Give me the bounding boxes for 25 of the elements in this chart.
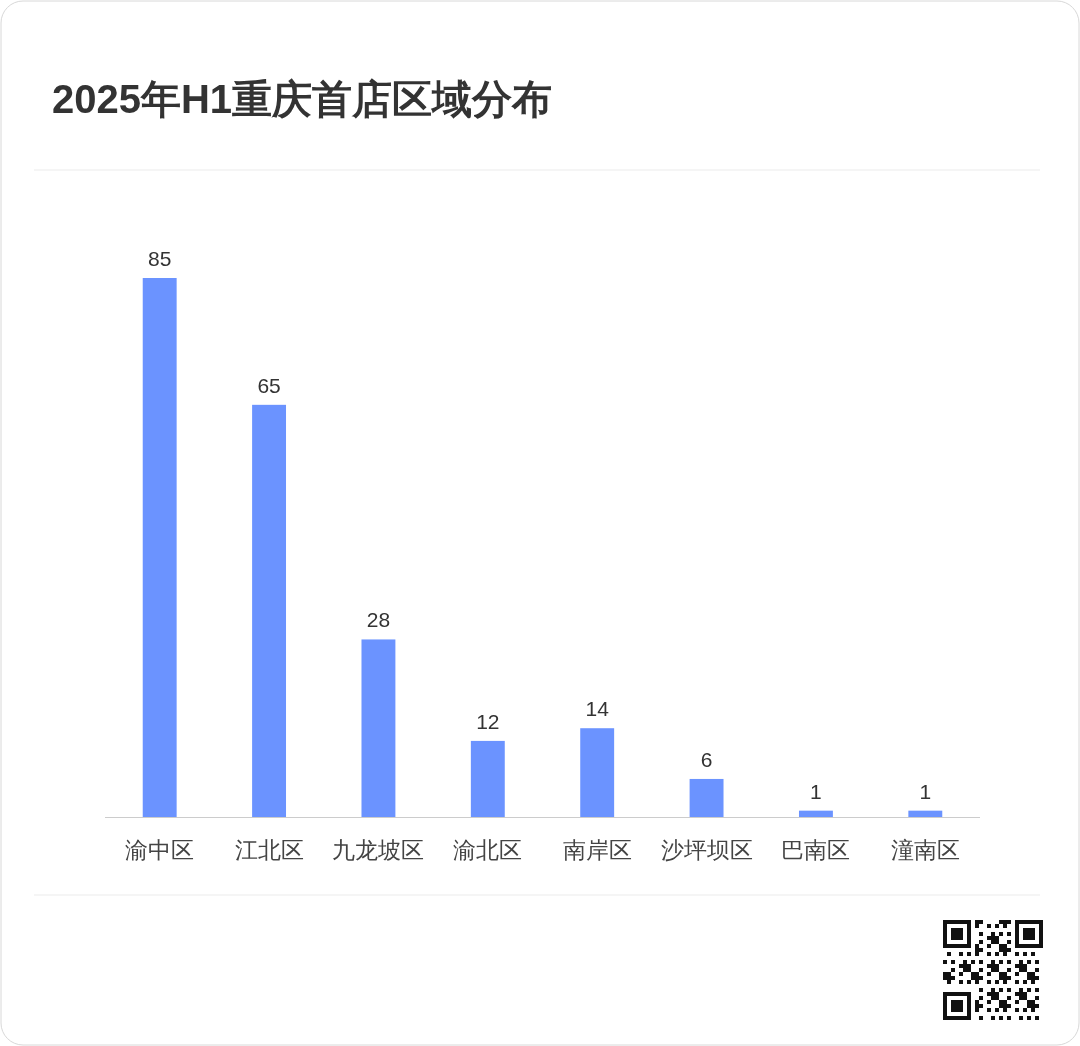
chart-title: 2025年H1重庆首店区域分布: [52, 77, 553, 121]
bar: [908, 810, 943, 817]
data-label: 1: [810, 779, 822, 803]
x-tick-label: 九龙坡区: [332, 838, 425, 863]
bar: [580, 728, 615, 817]
data-label: 14: [585, 697, 610, 721]
data-label: 65: [257, 373, 281, 397]
bar: [689, 778, 724, 817]
x-tick-label: 潼南区: [890, 838, 960, 863]
x-tick-label: 江北区: [234, 838, 304, 863]
x-tick-label: 巴南区: [781, 838, 851, 863]
bar: [142, 278, 177, 817]
data-label: 28: [366, 608, 391, 632]
data-label: 1: [919, 779, 932, 803]
x-tick-label: 南岸区: [562, 838, 632, 863]
data-label: 85: [148, 247, 172, 270]
bar: [252, 404, 287, 817]
bar: [798, 810, 833, 817]
x-tick-label: 渝中区: [125, 838, 195, 863]
x-tick-label: 渝北区: [453, 838, 523, 863]
bar: [470, 740, 505, 817]
x-tick-label: 沙坪坝区: [660, 838, 753, 863]
data-label: 12: [476, 709, 500, 733]
data-label: 6: [700, 747, 713, 771]
bar: [361, 639, 396, 817]
